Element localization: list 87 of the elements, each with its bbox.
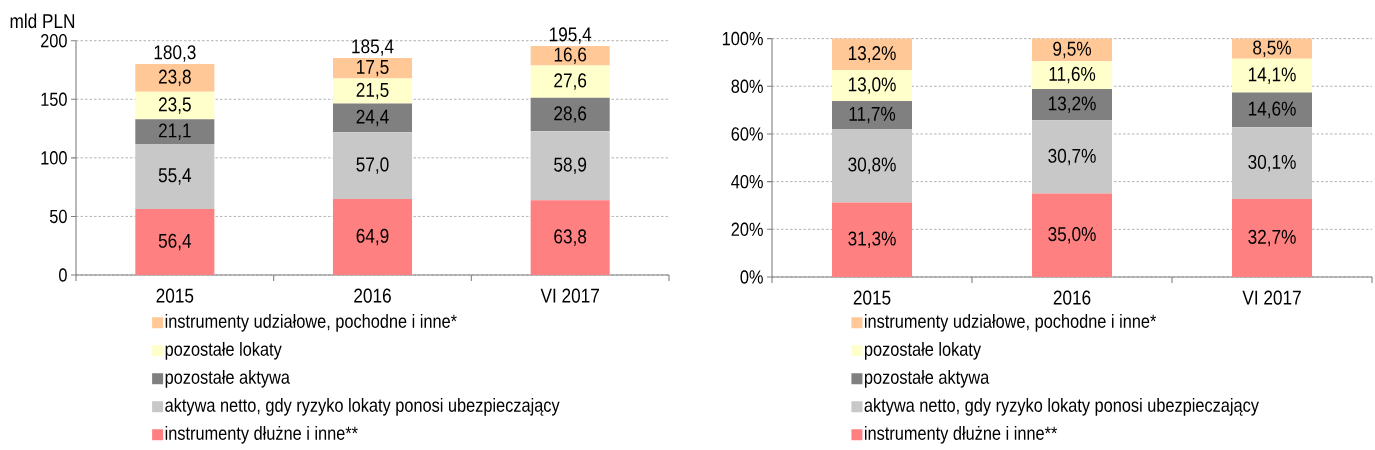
data-label: 31,3% (848, 231, 896, 248)
bar (832, 70, 913, 102)
bar (832, 38, 913, 71)
bar (135, 208, 215, 275)
data-label: 17,5 (357, 60, 389, 77)
data-label: 21,1 (158, 123, 191, 140)
data-label: 28,6 (554, 106, 587, 123)
y-tick-label: 100 (41, 151, 67, 165)
data-label: 64,9 (356, 228, 389, 246)
y-tick-label: 150 (41, 92, 67, 106)
data-label: 13,0% (848, 77, 896, 94)
data-label: 32,7% (1248, 229, 1296, 247)
total-label: 195,4 (549, 27, 592, 44)
bar (135, 63, 215, 92)
legend-label: instrumenty dłużne i inne** (165, 425, 358, 444)
data-label: 14,1% (1248, 67, 1296, 84)
bar (1032, 120, 1113, 194)
data-label: 9,5% (1053, 41, 1091, 59)
y-tick-label: 200 (41, 33, 67, 48)
data-label: 58,9 (554, 157, 587, 175)
legend-label: instrumenty udziałowe, pochodne i inne* (865, 313, 1157, 332)
data-label: 23,5 (158, 97, 191, 114)
total-label: 180,3 (154, 45, 196, 62)
data-label: 21,5 (356, 82, 389, 100)
data-label: 8,5% (1253, 40, 1291, 57)
x-tick-label: 2016 (1053, 290, 1091, 305)
data-label: 16,6 (554, 47, 587, 64)
data-label: 35,0% (1048, 227, 1096, 244)
y-tick-label: 40% (731, 174, 763, 189)
data-label: 55,4 (158, 168, 192, 185)
legend-label: aktywa netto, gdy ryzyko lokaty ponosi ubezpieczający (864, 397, 1259, 416)
y-tick-label: 60% (731, 127, 763, 141)
legend-label: instrumenty dłużne i inne** (865, 425, 1058, 444)
bar (1232, 58, 1313, 93)
bar (1232, 199, 1313, 277)
x-tick-label: 2016 (354, 288, 391, 303)
bar (530, 200, 610, 275)
y-tick-label: 20% (731, 222, 763, 237)
bar (530, 97, 610, 132)
bar (332, 78, 413, 104)
y-tick-label: 80% (731, 79, 763, 94)
x-tick-label: 2015 (156, 288, 194, 303)
bar (832, 128, 913, 203)
data-label: 14,6% (1248, 101, 1296, 119)
bar (1032, 61, 1113, 89)
bar (1032, 88, 1113, 121)
legend-label: pozostałe lokaty (864, 341, 982, 360)
data-label: 24,4 (356, 109, 389, 127)
legend-label: aktywa netto, gdy ryzyko lokaty ponosi ubezpieczający (165, 397, 560, 416)
total-label: 185,4 (352, 39, 394, 56)
bar (832, 202, 913, 277)
bar (135, 144, 215, 209)
legend-label: pozostałe lokaty (165, 341, 282, 360)
bar (1232, 92, 1313, 128)
bar (530, 131, 610, 201)
bar (1032, 193, 1113, 277)
legend-label: instrumenty udziałowe, pochodne i inne* (165, 313, 457, 332)
bar (332, 132, 413, 199)
y-axis-title: mld PLN (10, 13, 75, 29)
data-label: 11,6% (1049, 66, 1096, 84)
data-label: 27,6 (554, 73, 587, 90)
x-tick-label: VI 2017 (1242, 290, 1301, 305)
y-tick-label: 100% (722, 31, 763, 46)
legend-label: pozostałe aktywa (864, 369, 990, 388)
data-label: 23,8 (158, 69, 191, 87)
bar (332, 198, 413, 275)
data-label: 30,8% (848, 157, 896, 174)
legend-label: pozostałe aktywa (165, 369, 290, 388)
y-tick-label: 0% (740, 270, 763, 284)
x-tick-label: VI 2017 (540, 288, 599, 303)
data-label: 13,2% (1048, 96, 1096, 113)
bar (135, 91, 215, 120)
data-label: 30,1% (1248, 154, 1296, 172)
y-tick-label: 0 (59, 268, 67, 282)
data-label: 56,4 (158, 233, 192, 251)
data-label: 57,0 (356, 157, 389, 174)
bar (1232, 127, 1313, 200)
data-label: 63,8 (554, 229, 587, 246)
bar (832, 101, 913, 129)
x-tick-label: 2015 (853, 290, 891, 305)
bar (135, 119, 215, 145)
data-label: 11,7% (849, 106, 896, 124)
bar (530, 65, 610, 98)
data-label: 13,2% (848, 46, 896, 63)
bar (332, 103, 413, 133)
data-label: 30,7% (1048, 148, 1096, 166)
y-tick-label: 50 (49, 209, 67, 224)
